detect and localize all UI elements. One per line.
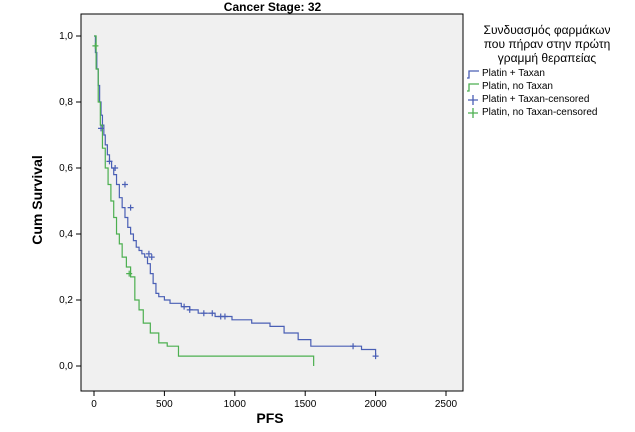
legend-label: Platin + Taxan bbox=[482, 68, 545, 79]
legend-label: Platin, no Taxan bbox=[482, 81, 553, 92]
censor-mark-1 bbox=[221, 313, 228, 320]
censor-mark-1 bbox=[106, 158, 113, 165]
x-tick-label: 2500 bbox=[435, 399, 458, 410]
censor-mark-1 bbox=[148, 254, 155, 261]
censor-mark-1 bbox=[186, 306, 193, 313]
x-tick-label: 2000 bbox=[364, 399, 387, 410]
plot-area bbox=[80, 13, 464, 392]
legend-item: Platin + Taxan-censored bbox=[467, 94, 589, 105]
legend-step-line-icon bbox=[467, 82, 479, 92]
censor-mark-1 bbox=[112, 165, 119, 171]
legend-item: Platin, no Taxan-censored bbox=[467, 107, 597, 118]
censor-mark-1 bbox=[350, 343, 357, 350]
censor-mark-1 bbox=[127, 204, 134, 211]
legend-plus-icon bbox=[468, 94, 478, 105]
censor-mark-1 bbox=[145, 250, 152, 257]
y-tick-label: 0,8 bbox=[59, 97, 73, 108]
censor-mark-1 bbox=[121, 181, 128, 188]
y-axis-label: Cum Survival bbox=[29, 155, 45, 244]
legend-step-line-icon bbox=[467, 69, 479, 79]
censor-mark-2 bbox=[126, 270, 133, 277]
censor-mark-1 bbox=[200, 310, 207, 317]
x-tick-label: 1000 bbox=[224, 399, 247, 410]
x-tick-label: 500 bbox=[156, 399, 173, 410]
legend-plus-icon bbox=[468, 107, 478, 118]
chart-title: Cancer Stage: 32 bbox=[223, 0, 322, 14]
y-tick-label: 0,2 bbox=[59, 295, 73, 306]
censor-mark-1 bbox=[209, 310, 216, 317]
x-axis-label: PFS bbox=[256, 410, 283, 426]
survival-curve-2 bbox=[94, 35, 315, 366]
censor-mark-1 bbox=[98, 125, 105, 132]
legend-label: Platin, no Taxan-censored bbox=[482, 107, 598, 118]
survival-curve-1 bbox=[94, 35, 377, 357]
censor-mark-2 bbox=[92, 42, 99, 49]
y-tick-label: 0,4 bbox=[59, 229, 73, 240]
x-tick-label: 1500 bbox=[294, 399, 317, 410]
legend-item: Platin + Taxan bbox=[467, 68, 545, 79]
y-tick-label: 0,6 bbox=[59, 163, 73, 174]
legend-item: Platin, no Taxan bbox=[467, 81, 553, 92]
censor-mark-1 bbox=[372, 353, 379, 360]
censor-mark-1 bbox=[181, 303, 188, 310]
legend-label: Platin + Taxan-censored bbox=[482, 94, 590, 105]
y-tick-label: 1,0 bbox=[59, 31, 73, 42]
legend-title: Συνδυασμός φαρμάκων που πήραν στην πρώτη… bbox=[483, 23, 611, 65]
y-tick-label: 0,0 bbox=[59, 361, 73, 372]
x-tick-label: 0 bbox=[91, 399, 97, 410]
